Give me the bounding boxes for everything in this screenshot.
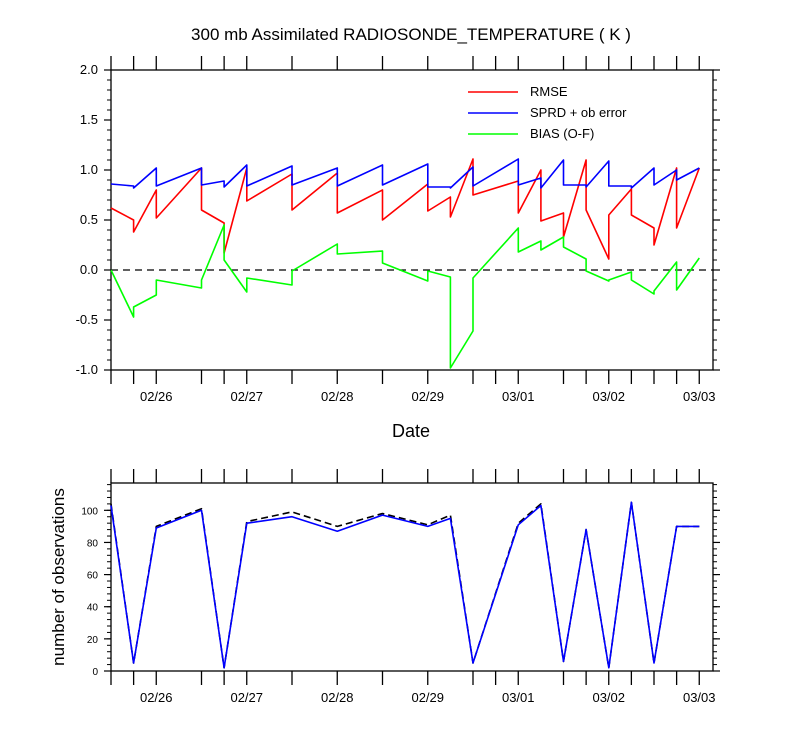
top-y-tick-label: 0.5	[80, 212, 98, 227]
bottom-series-possible-observations	[110, 501, 700, 669]
chart-title: 300 mb Assimilated RADIOSONDE_TEMPERATUR…	[191, 25, 631, 44]
bottom-series-group	[110, 501, 700, 669]
bottom-axes-group: 0 20 40 60 80 100 02/26 02/27 02/28 02/29 03/01 03/…	[81, 469, 720, 705]
top-series-rmse	[110, 158, 701, 260]
bottom-y-tick-label: 80	[87, 538, 99, 549]
x-axis-label: Date	[392, 421, 430, 441]
y-axis-label-observations: number of observations	[49, 488, 68, 666]
top-axes-group: -1.0 -0.5 0.0 0.5 1.0 1.5 2.0 02/26 02/27 02/28 02…	[76, 56, 720, 404]
legend-label-bias: BIAS (O-F)	[530, 126, 594, 141]
bottom-y-tick-label: 20	[87, 635, 99, 646]
bottom-x-tick-label: 03/01	[502, 690, 535, 705]
top-x-tick-label: 02/28	[321, 389, 354, 404]
bottom-plot-frame	[110, 482, 714, 672]
bottom-panel: 0 20 40 60 80 100 02/26 02/27 02/28 02/29 03/01 03/…	[49, 469, 720, 705]
top-x-tick-label: 02/27	[230, 389, 263, 404]
top-x-tick-label: 03/03	[683, 389, 716, 404]
legend: RMSE SPRD + ob error BIAS (O-F)	[468, 84, 627, 141]
bottom-y-tick-label: 40	[87, 603, 99, 614]
top-y-tick-label: 2.0	[80, 62, 98, 77]
top-series-sprd-ob-error	[110, 158, 700, 189]
bottom-x-tick-label: 03/02	[592, 690, 625, 705]
bottom-x-tick-label: 02/27	[230, 690, 263, 705]
bottom-x-tick-label: 02/29	[411, 690, 444, 705]
top-y-tick-label: 0.0	[80, 262, 98, 277]
legend-label-sprd: SPRD + ob error	[530, 105, 627, 120]
top-series-group	[110, 158, 701, 369]
bottom-series-used-observations	[110, 501, 700, 669]
top-y-tick-label: 1.0	[80, 162, 98, 177]
bottom-y-tick-label: 60	[87, 571, 99, 582]
top-x-tick-label: 03/02	[592, 389, 625, 404]
legend-label-rmse: RMSE	[530, 84, 568, 99]
top-series-bias-o-f	[110, 224, 700, 369]
bottom-x-tick-label: 02/26	[140, 690, 173, 705]
top-x-tick-label: 02/26	[140, 389, 173, 404]
top-y-tick-label: -0.5	[76, 312, 98, 327]
bottom-x-tick-label: 02/28	[321, 690, 354, 705]
top-panel: 300 mb Assimilated RADIOSONDE_TEMPERATUR…	[76, 25, 720, 441]
bottom-x-tick-label: 03/03	[683, 690, 716, 705]
top-x-tick-label: 02/29	[411, 389, 444, 404]
top-y-tick-label: 1.5	[80, 112, 98, 127]
top-x-tick-label: 03/01	[502, 389, 535, 404]
bottom-y-tick-label: 100	[81, 506, 98, 517]
top-y-tick-label: -1.0	[76, 362, 98, 377]
bottom-y-tick-label: 0	[92, 667, 98, 678]
